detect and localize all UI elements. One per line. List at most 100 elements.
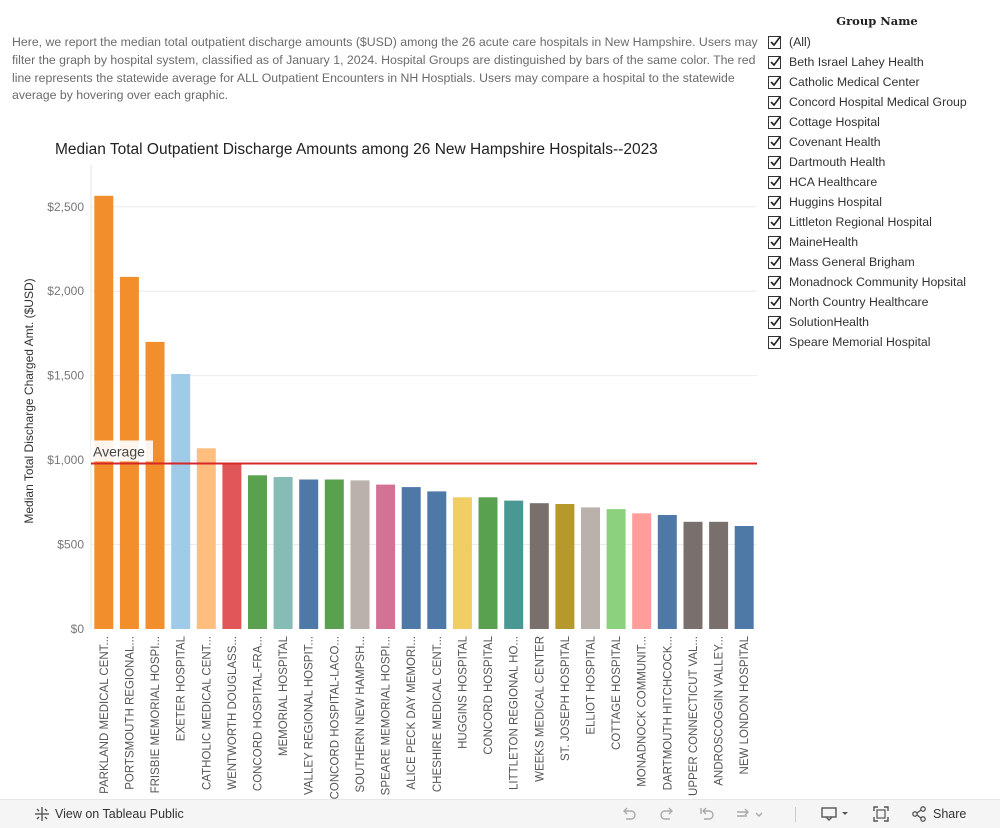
- bar[interactable]: [222, 464, 242, 629]
- filter-item[interactable]: Catholic Medical Center: [768, 72, 1000, 92]
- filter-item[interactable]: North Country Healthcare: [768, 292, 1000, 312]
- x-tick-label: ELLIOT HOSPITAL: [586, 635, 598, 734]
- download-icon[interactable]: [820, 800, 852, 828]
- bar[interactable]: [683, 521, 703, 629]
- filter-item-label: Dartmouth Health: [789, 155, 886, 169]
- filter-item[interactable]: (All): [768, 32, 1000, 52]
- filter-item[interactable]: HCA Healthcare: [768, 172, 1000, 192]
- bar[interactable]: [94, 195, 114, 630]
- checkbox-checked-icon[interactable]: [768, 235, 781, 249]
- checkbox-checked-icon[interactable]: [768, 155, 781, 169]
- x-tick-label: COTTAGE HOSPITAL: [611, 635, 623, 750]
- bar[interactable]: [350, 480, 370, 629]
- filter-item-label: Speare Memorial Hospital: [789, 335, 931, 349]
- view-on-tableau-public-button[interactable]: View on Tableau Public: [34, 800, 184, 828]
- average-label: Average: [93, 443, 145, 459]
- filter-item[interactable]: Concord Hospital Medical Group: [768, 92, 1000, 112]
- filter-item[interactable]: Huggins Hospital: [768, 192, 1000, 212]
- x-tick-label: PARKLAND MEDICAL CENT...: [99, 636, 111, 794]
- checkbox-checked-icon[interactable]: [768, 95, 781, 109]
- filter-item[interactable]: Covenant Health: [768, 132, 1000, 152]
- bar[interactable]: [273, 477, 293, 629]
- bar[interactable]: [171, 374, 191, 629]
- filter-title: Group Name: [836, 14, 918, 28]
- filter-item[interactable]: Speare Memorial Hospital: [768, 332, 1000, 352]
- checkbox-checked-icon[interactable]: [768, 275, 781, 289]
- filter-item[interactable]: Cottage Hospital: [768, 112, 1000, 132]
- filter-item-label: (All): [789, 35, 811, 49]
- filter-item[interactable]: Monadnock Community Hopsital: [768, 272, 1000, 292]
- filter-item-label: MaineHealth: [789, 235, 859, 249]
- tableau-footer: View on Tableau Public Share: [0, 799, 1000, 828]
- x-tick-label: CHESHIRE MEDICAL CENT...: [432, 636, 444, 792]
- filter-item-label: Concord Hospital Medical Group: [789, 95, 967, 109]
- fullscreen-icon[interactable]: [872, 800, 890, 828]
- bar[interactable]: [734, 526, 754, 629]
- bar[interactable]: [581, 507, 600, 629]
- bar[interactable]: [324, 479, 344, 630]
- undo-icon[interactable]: [620, 800, 638, 828]
- filter-item[interactable]: Mass General Brigham: [768, 252, 1000, 272]
- x-tick-label: ANDROSCOGGIN VALLEY...: [714, 636, 726, 786]
- bar[interactable]: [632, 513, 652, 629]
- bar[interactable]: [606, 509, 626, 629]
- description-text: Here, we report the median total outpati…: [12, 35, 758, 103]
- bar[interactable]: [529, 503, 549, 629]
- bar[interactable]: [145, 341, 165, 629]
- filter-item-label: Cottage Hospital: [789, 115, 880, 129]
- bar[interactable]: [478, 497, 498, 629]
- bar[interactable]: [248, 475, 267, 629]
- x-tick-label: EXETER HOSPITAL: [176, 635, 188, 741]
- filter-item-label: SolutionHealth: [789, 315, 869, 329]
- bar[interactable]: [709, 521, 729, 629]
- checkbox-checked-icon[interactable]: [768, 115, 781, 129]
- checkbox-checked-icon[interactable]: [768, 255, 781, 269]
- checkbox-checked-icon[interactable]: [768, 195, 781, 209]
- filter-item[interactable]: Dartmouth Health: [768, 152, 1000, 172]
- share-button[interactable]: Share: [911, 800, 966, 828]
- x-tick-label: CONCORD HOSPITAL: [483, 635, 495, 754]
- y-tick-label: $2,000: [47, 284, 84, 298]
- checkbox-checked-icon[interactable]: [768, 295, 781, 309]
- x-tick-label: PORTSMOUTH REGIONAL...: [124, 636, 136, 790]
- checkbox-checked-icon[interactable]: [768, 35, 781, 49]
- bar[interactable]: [504, 500, 524, 629]
- x-tick-label: SOUTHERN NEW HAMPSH...: [355, 636, 367, 793]
- average-label-background: [91, 440, 153, 462]
- bar[interactable]: [427, 491, 447, 629]
- x-tick-label: CONCORD HOSPITAL-FRA...: [253, 636, 265, 791]
- checkbox-checked-icon[interactable]: [768, 55, 781, 69]
- bar[interactable]: [452, 497, 472, 629]
- refresh-icon[interactable]: [734, 800, 764, 828]
- x-tick-label: HUGGINS HOSPITAL: [457, 635, 469, 748]
- group-name-filter: Group Name (All) Beth Israel Lahey Health…: [768, 10, 1000, 352]
- share-label: Share: [933, 807, 967, 821]
- x-tick-label: ST. JOSEPH HOSPITAL: [560, 635, 572, 761]
- checkbox-checked-icon[interactable]: [768, 135, 781, 149]
- filter-item[interactable]: Littleton Regional Hospital: [768, 212, 1000, 232]
- filter-item[interactable]: Beth Israel Lahey Health: [768, 52, 1000, 72]
- bar[interactable]: [555, 504, 575, 629]
- redo-icon[interactable]: [658, 800, 676, 828]
- tableau-logo-icon: [34, 806, 50, 822]
- checkbox-checked-icon[interactable]: [768, 215, 781, 229]
- filter-item[interactable]: MaineHealth: [768, 232, 1000, 252]
- checkbox-checked-icon[interactable]: [768, 335, 781, 349]
- revert-icon[interactable]: [698, 800, 716, 828]
- x-tick-label: VALLEY REGIONAL HOSPIT...: [304, 636, 316, 795]
- bar[interactable]: [376, 484, 396, 629]
- bar[interactable]: [657, 515, 677, 629]
- checkbox-checked-icon[interactable]: [768, 75, 781, 89]
- share-icon: [911, 806, 927, 822]
- filter-list: (All) Beth Israel Lahey Health Catholic Me…: [768, 32, 1000, 352]
- x-tick-label: UPPER CONNECTICUT VAL...: [688, 636, 700, 796]
- checkbox-checked-icon[interactable]: [768, 315, 781, 329]
- filter-item[interactable]: SolutionHealth: [768, 312, 1000, 332]
- bar[interactable]: [196, 448, 216, 629]
- filter-item-label: Littleton Regional Hospital: [789, 215, 932, 229]
- x-tick-label: ALICE PECK DAY MEMORI...: [406, 636, 418, 790]
- filter-item-label: Mass General Brigham: [789, 255, 915, 269]
- bar[interactable]: [299, 479, 319, 630]
- bar[interactable]: [401, 487, 421, 629]
- checkbox-checked-icon[interactable]: [768, 175, 781, 189]
